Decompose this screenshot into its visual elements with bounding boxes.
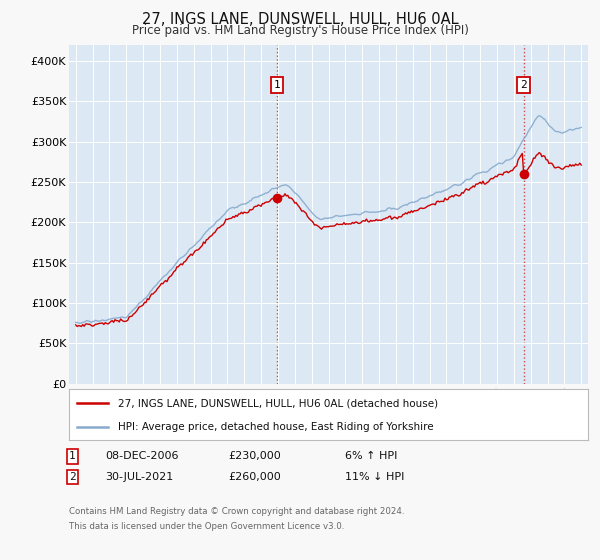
Text: 08-DEC-2006: 08-DEC-2006 (105, 451, 179, 461)
Text: HPI: Average price, detached house, East Riding of Yorkshire: HPI: Average price, detached house, East… (118, 422, 434, 432)
Text: Contains HM Land Registry data © Crown copyright and database right 2024.: Contains HM Land Registry data © Crown c… (69, 507, 404, 516)
Text: 1: 1 (274, 80, 280, 90)
Text: 6% ↑ HPI: 6% ↑ HPI (345, 451, 397, 461)
Text: 30-JUL-2021: 30-JUL-2021 (105, 472, 173, 482)
Text: This data is licensed under the Open Government Licence v3.0.: This data is licensed under the Open Gov… (69, 522, 344, 531)
Text: 2: 2 (520, 80, 527, 90)
Text: 2: 2 (69, 472, 76, 482)
Text: Price paid vs. HM Land Registry's House Price Index (HPI): Price paid vs. HM Land Registry's House … (131, 24, 469, 36)
Text: 27, INGS LANE, DUNSWELL, HULL, HU6 0AL (detached house): 27, INGS LANE, DUNSWELL, HULL, HU6 0AL (… (118, 398, 439, 408)
Text: 27, INGS LANE, DUNSWELL, HULL, HU6 0AL: 27, INGS LANE, DUNSWELL, HULL, HU6 0AL (142, 12, 458, 27)
Text: £260,000: £260,000 (228, 472, 281, 482)
Text: 1: 1 (69, 451, 76, 461)
Text: £230,000: £230,000 (228, 451, 281, 461)
Text: 11% ↓ HPI: 11% ↓ HPI (345, 472, 404, 482)
